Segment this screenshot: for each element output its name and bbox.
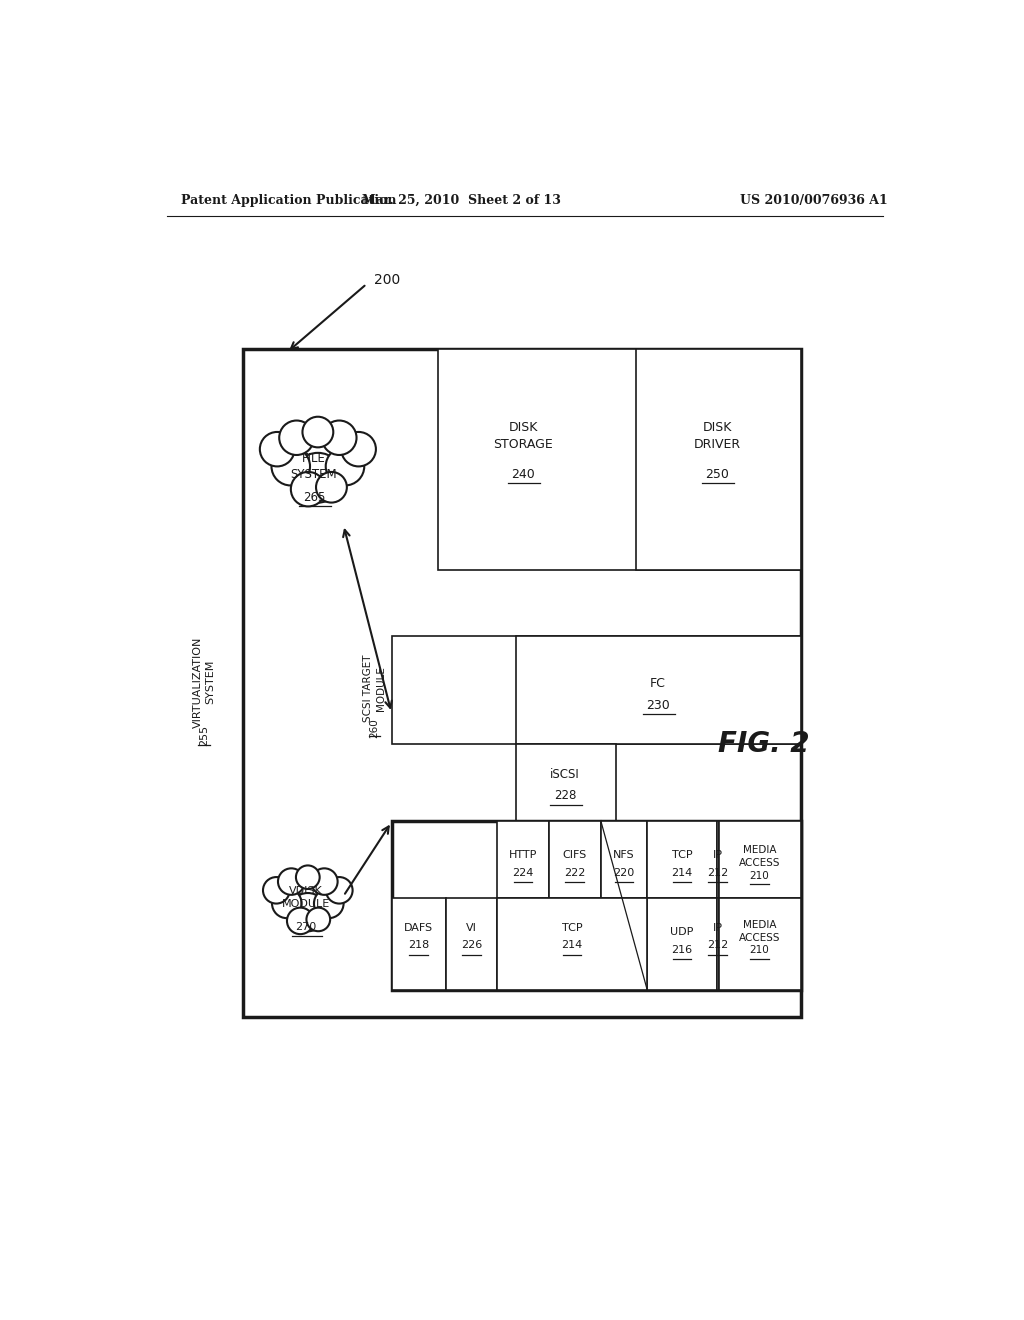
Circle shape bbox=[287, 908, 313, 935]
Text: ACCESS: ACCESS bbox=[739, 933, 780, 942]
Bar bbox=[717, 821, 719, 898]
Bar bbox=[445, 898, 497, 990]
Circle shape bbox=[291, 473, 326, 507]
Text: 212: 212 bbox=[708, 869, 728, 878]
Bar bbox=[601, 821, 647, 898]
Text: 214: 214 bbox=[561, 940, 583, 950]
Bar bbox=[391, 636, 801, 743]
Text: TCP: TCP bbox=[672, 850, 692, 861]
Circle shape bbox=[272, 888, 302, 919]
Text: TCP: TCP bbox=[562, 924, 583, 933]
Bar bbox=[719, 821, 801, 898]
Text: FC: FC bbox=[650, 677, 666, 690]
Text: 220: 220 bbox=[613, 869, 635, 878]
Text: CIFS: CIFS bbox=[562, 850, 587, 861]
Text: 210: 210 bbox=[750, 945, 769, 954]
Circle shape bbox=[311, 869, 338, 895]
Bar bbox=[647, 898, 717, 990]
Text: SCSI TARGET
MODULE: SCSI TARGET MODULE bbox=[364, 655, 386, 722]
Text: 228: 228 bbox=[554, 789, 577, 803]
Text: 230: 230 bbox=[646, 698, 670, 711]
Circle shape bbox=[314, 888, 344, 919]
Circle shape bbox=[341, 432, 376, 466]
Text: DAFS: DAFS bbox=[404, 924, 433, 933]
Text: iSCSI: iSCSI bbox=[550, 768, 580, 781]
Text: 250: 250 bbox=[706, 467, 729, 480]
Bar bbox=[497, 821, 549, 898]
Text: 265: 265 bbox=[303, 491, 326, 504]
Bar bbox=[497, 898, 647, 990]
Circle shape bbox=[296, 866, 319, 888]
Circle shape bbox=[322, 421, 356, 455]
Text: 260: 260 bbox=[370, 718, 380, 738]
Text: HTTP: HTTP bbox=[509, 850, 537, 861]
Circle shape bbox=[316, 473, 347, 503]
Bar bbox=[647, 821, 717, 898]
Text: IP: IP bbox=[713, 924, 723, 933]
Text: 224: 224 bbox=[512, 869, 534, 878]
Circle shape bbox=[280, 421, 314, 455]
Bar bbox=[438, 350, 801, 570]
Circle shape bbox=[326, 447, 365, 486]
Circle shape bbox=[263, 876, 290, 904]
Circle shape bbox=[326, 876, 352, 904]
Bar bbox=[515, 636, 801, 743]
Text: 226: 226 bbox=[461, 940, 482, 950]
Text: DISK
STORAGE: DISK STORAGE bbox=[494, 421, 553, 450]
Bar bbox=[391, 821, 801, 990]
Text: 240: 240 bbox=[511, 467, 536, 480]
Bar bbox=[243, 350, 801, 1016]
Circle shape bbox=[278, 869, 305, 895]
Text: UDP: UDP bbox=[671, 927, 694, 937]
Text: 212: 212 bbox=[708, 940, 728, 950]
Text: VIRTUALIZATION
SYSTEM: VIRTUALIZATION SYSTEM bbox=[193, 636, 215, 727]
Text: FILE
SYSTEM: FILE SYSTEM bbox=[291, 451, 337, 480]
Bar bbox=[549, 821, 601, 898]
Text: 218: 218 bbox=[408, 940, 429, 950]
Text: ACCESS: ACCESS bbox=[739, 858, 780, 869]
Text: US 2010/0076936 A1: US 2010/0076936 A1 bbox=[740, 194, 888, 207]
Text: 216: 216 bbox=[672, 945, 692, 954]
Text: NFS: NFS bbox=[613, 850, 635, 861]
Circle shape bbox=[293, 453, 343, 503]
Text: MEDIA: MEDIA bbox=[742, 920, 776, 929]
Bar bbox=[391, 898, 445, 990]
Circle shape bbox=[302, 417, 333, 447]
Circle shape bbox=[289, 894, 327, 932]
Text: DISK
DRIVER: DISK DRIVER bbox=[693, 421, 740, 450]
Bar bbox=[717, 898, 719, 990]
Text: 214: 214 bbox=[672, 869, 693, 878]
Text: 200: 200 bbox=[375, 273, 400, 286]
Text: IP: IP bbox=[713, 850, 723, 861]
Text: VDISK
MODULE: VDISK MODULE bbox=[283, 887, 331, 908]
Bar bbox=[636, 350, 801, 570]
Text: Patent Application Publication: Patent Application Publication bbox=[180, 194, 396, 207]
Bar bbox=[515, 743, 616, 821]
Text: Mar. 25, 2010  Sheet 2 of 13: Mar. 25, 2010 Sheet 2 of 13 bbox=[361, 194, 561, 207]
Text: 222: 222 bbox=[564, 869, 586, 878]
Text: 270: 270 bbox=[296, 921, 316, 932]
Text: VI: VI bbox=[466, 924, 477, 933]
Circle shape bbox=[271, 447, 310, 486]
Text: 210: 210 bbox=[750, 871, 769, 880]
Circle shape bbox=[306, 908, 330, 931]
Text: 255: 255 bbox=[199, 725, 209, 747]
Text: MEDIA: MEDIA bbox=[742, 845, 776, 855]
Circle shape bbox=[260, 432, 295, 466]
Bar bbox=[719, 898, 801, 990]
Text: FIG. 2: FIG. 2 bbox=[718, 730, 809, 758]
